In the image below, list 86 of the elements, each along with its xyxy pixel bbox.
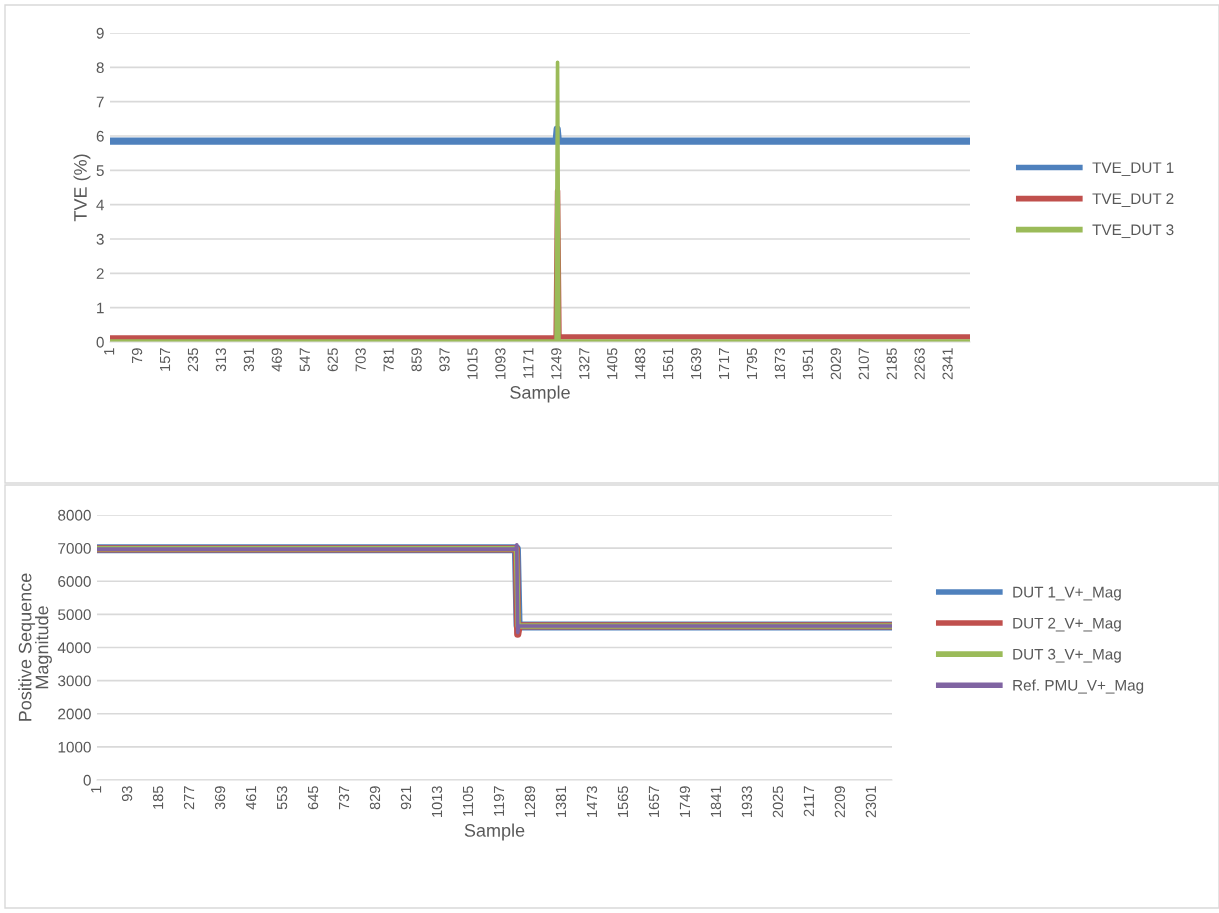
x-tick-label: 1841 — [710, 786, 722, 817]
x-tick-label: 157 — [160, 348, 171, 371]
y-tick-label: 1000 — [58, 741, 91, 753]
x-tick-label: 781 — [383, 348, 394, 372]
x-tick-label: 2341 — [942, 348, 953, 380]
x-tick-label: 93 — [121, 786, 133, 802]
x-tick-label: 369 — [214, 786, 226, 810]
x-tick-label: 2301 — [865, 786, 877, 818]
x-tick-label: 1561 — [662, 348, 674, 379]
x-tick-label: 2025 — [772, 786, 784, 818]
x-tick-label: 703 — [355, 348, 366, 372]
x-axis-title: Sample — [510, 385, 570, 403]
y-tick-label: 7 — [96, 96, 104, 108]
x-tick-label: 1657 — [648, 786, 660, 817]
legend-label: DUT 2_V+_Mag — [1013, 617, 1121, 632]
x-tick-label: 625 — [327, 348, 338, 372]
x-tick-label: 2107 — [858, 348, 869, 380]
x-tick-label: 313 — [215, 348, 227, 372]
x-tick-label: 1717 — [719, 348, 730, 379]
y-tick-label: 4000 — [57, 642, 91, 654]
x-tick-label: 1483 — [635, 348, 646, 379]
y-tick-label: 3 — [96, 233, 104, 245]
y-tick-label: 0 — [96, 336, 104, 348]
x-tick-label: 2209 — [834, 786, 846, 818]
y-axis-title: Positive Sequence Magnitude — [18, 573, 52, 721]
x-tick-label: 737 — [338, 786, 350, 810]
x-tick-label: 1093 — [495, 348, 506, 379]
y-tick-label: 5 — [96, 165, 104, 177]
x-tick-label: 553 — [276, 786, 288, 810]
y-tick-label: 4 — [96, 199, 104, 211]
y-tick-label: 7000 — [58, 542, 91, 554]
x-tick-label: 1 — [104, 348, 115, 355]
x-tick-label: 235 — [187, 348, 199, 372]
x-tick-label: 921 — [400, 786, 412, 810]
x-tick-label: 547 — [299, 348, 310, 372]
y-tick-label: 6000 — [58, 576, 91, 587]
x-tick-label: 1197 — [493, 786, 505, 816]
x-tick-label: 1795 — [746, 348, 758, 379]
x-tick-label: 645 — [307, 786, 319, 810]
x-tick-label: 391 — [243, 348, 255, 372]
y-tick-label: 1 — [97, 302, 104, 314]
x-tick-label: 1473 — [586, 786, 598, 817]
x-tick-label: 1013 — [431, 786, 443, 817]
x-tick-label: 1249 — [551, 348, 562, 379]
legend-label: TVE_DUT 2 — [1092, 193, 1174, 207]
x-tick-label: 1381 — [555, 786, 567, 817]
y-tick-label: 9 — [96, 27, 104, 39]
x-tick-label: 859 — [411, 348, 422, 372]
y-tick-label: 6 — [96, 130, 104, 142]
x-tick-label: 2263 — [914, 348, 925, 380]
x-tick-label: 79 — [131, 348, 143, 364]
x-tick-label: 1873 — [774, 348, 786, 379]
y-axis-title: TVE (%) — [73, 154, 91, 222]
x-tick-label: 1565 — [617, 786, 629, 817]
x-tick-label: 2117 — [803, 786, 814, 817]
y-tick-label: 8 — [96, 62, 104, 74]
x-tick-label: 937 — [439, 348, 450, 372]
x-tick-label: 1951 — [802, 348, 814, 379]
x-tick-label: 1289 — [524, 786, 536, 817]
legend-label: DUT 3_V+_Mag — [1013, 648, 1121, 663]
x-axis-title: Sample — [464, 823, 525, 841]
x-tick-label: 461 — [245, 786, 257, 810]
x-tick-label: 1933 — [741, 786, 753, 817]
x-tick-label: 829 — [369, 786, 381, 810]
x-tick-label: 469 — [271, 348, 282, 372]
legend-label: TVE_DUT 1 — [1092, 162, 1174, 176]
x-tick-label: 185 — [152, 786, 164, 809]
x-tick-label: 1405 — [607, 348, 618, 379]
x-tick-label: 2029 — [830, 348, 841, 380]
x-tick-label: 1749 — [679, 786, 691, 817]
x-tick-label: 1639 — [690, 348, 702, 379]
y-tick-label: 5000 — [58, 609, 91, 621]
legend-label: DUT 1_V+_Mag — [1013, 586, 1121, 601]
y-tick-label: 2 — [96, 268, 104, 279]
y-tick-label: 0 — [83, 774, 91, 786]
x-tick-label: 1015 — [467, 348, 478, 379]
y-tick-label: 3000 — [58, 675, 91, 687]
x-tick-label: 1327 — [579, 348, 590, 379]
y-tick-label: 2000 — [58, 708, 91, 720]
x-tick-label: 2185 — [886, 348, 897, 380]
x-tick-label: 277 — [183, 786, 195, 810]
x-tick-label: 1171 — [523, 348, 534, 378]
x-tick-label: 1105 — [462, 786, 474, 816]
legend-label: TVE_DUT 3 — [1092, 224, 1174, 239]
y-tick-label: 8000 — [58, 509, 91, 521]
legend-label: Ref. PMU_V+_Mag — [1013, 679, 1144, 694]
